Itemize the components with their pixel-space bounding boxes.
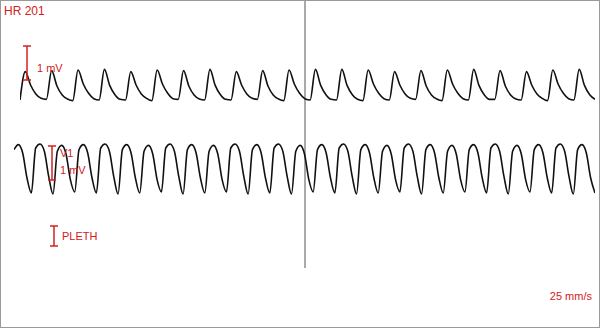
svg-text:PLETH: PLETH <box>62 230 98 242</box>
svg-text:1 mV: 1 mV <box>37 62 63 74</box>
svg-text:25 mm/s: 25 mm/s <box>550 290 592 302</box>
svg-text:HR 201: HR 201 <box>8 4 45 18</box>
svg-text:V1: V1 <box>60 147 73 159</box>
svg-text:1 mV: 1 mV <box>60 164 86 176</box>
